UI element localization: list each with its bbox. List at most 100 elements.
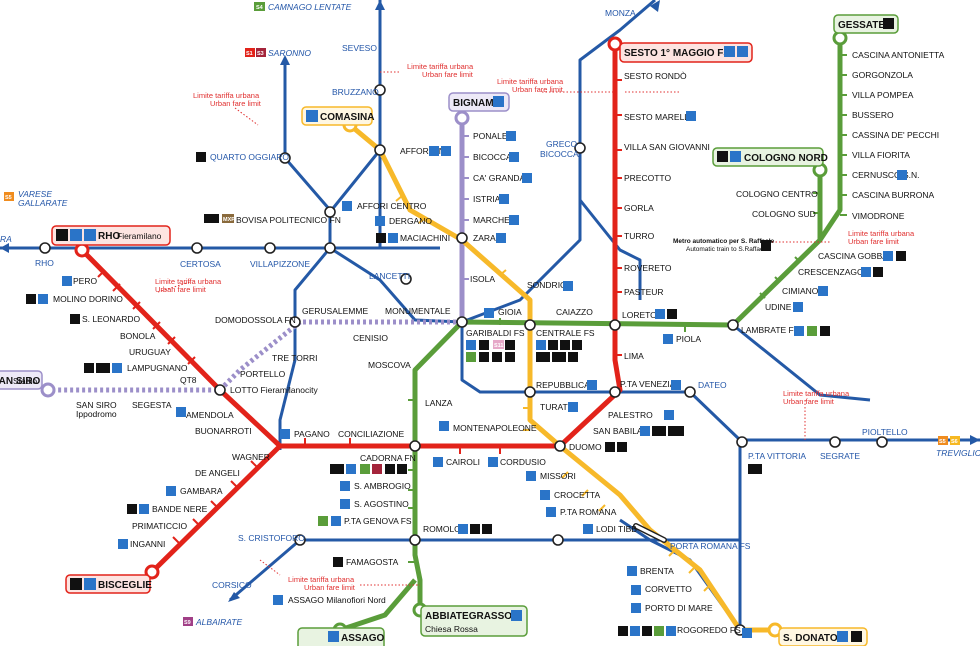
label-centrale: CENTRALE FS	[536, 328, 595, 338]
label-s-agostino: S. AGOSTINO	[354, 499, 409, 509]
label-greco: GRECO	[546, 139, 578, 149]
label-corsico: CORSICO	[212, 580, 252, 590]
arrow-monza-icon	[650, 0, 660, 12]
bike-icon	[318, 516, 328, 526]
line-badges: S4 S1 S3 S5 S5 S6 S9 S11 MXP	[4, 2, 960, 626]
label-cassina: CASSINA DE' PECCHI	[852, 130, 939, 140]
fare-limit-2-it: Limite tariffa urbana	[407, 62, 474, 71]
label-villa-fiorita: VILLA FIORITA	[852, 150, 910, 160]
label-lanza: LANZA	[425, 398, 453, 408]
label-bande-nere: BANDE NERE	[152, 504, 208, 514]
bisceglie-terminal: BISCEGLIE	[98, 580, 152, 591]
label-portello: PORTELLO	[240, 369, 286, 379]
label-udine: UDINE	[765, 302, 792, 312]
sesto-terminal: SESTO 1° MAGGIO FS	[624, 48, 730, 59]
accessible-icon	[631, 585, 641, 595]
abbiategrasso-sub: Chiesa Rossa	[425, 624, 478, 634]
label-lambrate: LAMBRATE FS	[741, 325, 800, 335]
label-molino: MOLINO DORINO	[53, 294, 123, 304]
label-bovisa: BOVISA POLITECNICO FN	[236, 215, 341, 225]
lodi-link	[633, 523, 667, 543]
label-varese: VARESE	[18, 189, 52, 199]
badge-s4: S4	[256, 5, 264, 11]
accessible-icon	[466, 340, 476, 350]
label-cascina-gobba: CASCINA GOBBA	[818, 251, 888, 261]
accessible-icon	[331, 516, 341, 526]
direction-arrows	[0, 0, 980, 602]
m3-station-labels: AFFORI FN AFFORI CENTRO DERGANO MACIACHI…	[357, 146, 713, 613]
badge-s-icon	[654, 626, 664, 636]
label-s-ambrogio: S. AMBROGIO	[354, 481, 411, 491]
label-affori-centro: AFFORI CENTRO	[357, 201, 427, 211]
fare-limit-2-en: Urban fare limit	[422, 70, 474, 79]
label-bonola: BONOLA	[120, 331, 156, 341]
bike-icon	[807, 326, 817, 336]
m5-ticks	[462, 135, 469, 280]
label-cenisio: CENISIO	[353, 333, 388, 343]
accessible-icon	[818, 286, 828, 296]
label-gerusalemme: GERUSALEMME	[302, 306, 368, 316]
parking-icon	[376, 233, 386, 243]
label-lampugnano: LAMPUGNANO	[127, 363, 188, 373]
accessible-icon	[540, 490, 550, 500]
label-villa-pompea: VILLA POMPEA	[852, 90, 914, 100]
label-ra: RA	[0, 234, 12, 244]
label-gorgonzola: GORGONZOLA	[852, 70, 913, 80]
label-gioia: GIOIA	[498, 307, 522, 317]
label-pagano: PAGANO	[294, 429, 330, 439]
label-istria: ISTRIA	[473, 194, 501, 204]
fare-limit-lines	[157, 71, 830, 586]
accessible-icon	[794, 326, 804, 336]
label-sondrio: SONDRIO	[527, 280, 567, 290]
accessible-icon	[139, 504, 149, 514]
sansiro-terminal: SAN SIRO	[0, 376, 41, 387]
label-buonarroti: BUONARROTI	[195, 426, 252, 436]
taxi-icon	[568, 352, 578, 362]
accessible-icon	[439, 421, 449, 431]
label-brenta: BRENTA	[640, 566, 674, 576]
badge-s5-west: S5	[5, 195, 12, 201]
label-lotto: LOTTO Fieramilanocity	[230, 385, 318, 395]
label-isola: ISOLA	[470, 274, 495, 284]
accessible-icon	[568, 402, 578, 412]
label-rovereto: ROVERETO	[624, 263, 672, 273]
parking-icon	[618, 626, 628, 636]
train-icon	[572, 340, 582, 350]
m3-ticks	[395, 195, 711, 592]
label-corvetto: CORVETTO	[645, 584, 692, 594]
label-villa-sg: VILLA SAN GIOVANNI	[624, 142, 710, 152]
badge-s6: S6	[951, 439, 958, 445]
fare-limit-6-it: Limite tariffa urbana	[783, 389, 850, 398]
m2-station-labels: MOSCOVA LANZA S. AMBROGIO S. AGOSTINO FA…	[288, 50, 945, 605]
accessible-icon	[375, 216, 385, 226]
label-lima: LIMA	[624, 351, 644, 361]
parking-icon	[397, 464, 407, 474]
parking-icon	[333, 557, 343, 567]
tram-icon	[479, 352, 489, 362]
label-conciliazione: CONCILIAZIONE	[338, 429, 404, 439]
accessible-icon	[388, 233, 398, 243]
label-gallarate: GALLARATE	[18, 198, 68, 208]
accessible-icon	[166, 486, 176, 496]
accessible-icon	[663, 334, 673, 344]
automatic-train-en: Automatic train to S.Raffaele	[686, 246, 769, 253]
accessible-icon	[509, 215, 519, 225]
h-icon	[761, 240, 771, 251]
bus-icon	[96, 363, 110, 373]
label-leonardo: S. LEONARDO	[82, 314, 140, 324]
label-monza: MONZA	[605, 8, 636, 18]
accessible-icon	[583, 524, 593, 534]
label-seveso: SEVESO	[342, 43, 377, 53]
label-bruzzano: BRUZZANO	[332, 87, 379, 97]
arrow-camnago-icon	[375, 0, 385, 10]
info-icon	[642, 626, 652, 636]
accessible-icon	[640, 426, 650, 436]
accessible-icon	[340, 481, 350, 491]
fare-limit-4-en: Urban fare limit	[155, 285, 207, 294]
label-loreto: LORETO	[622, 310, 657, 320]
accessible-icon	[62, 276, 72, 286]
tram-icon	[748, 464, 762, 474]
label-moscova: MOSCOVA	[368, 360, 411, 370]
accessible-icon	[112, 363, 122, 373]
parking-icon	[196, 152, 206, 162]
